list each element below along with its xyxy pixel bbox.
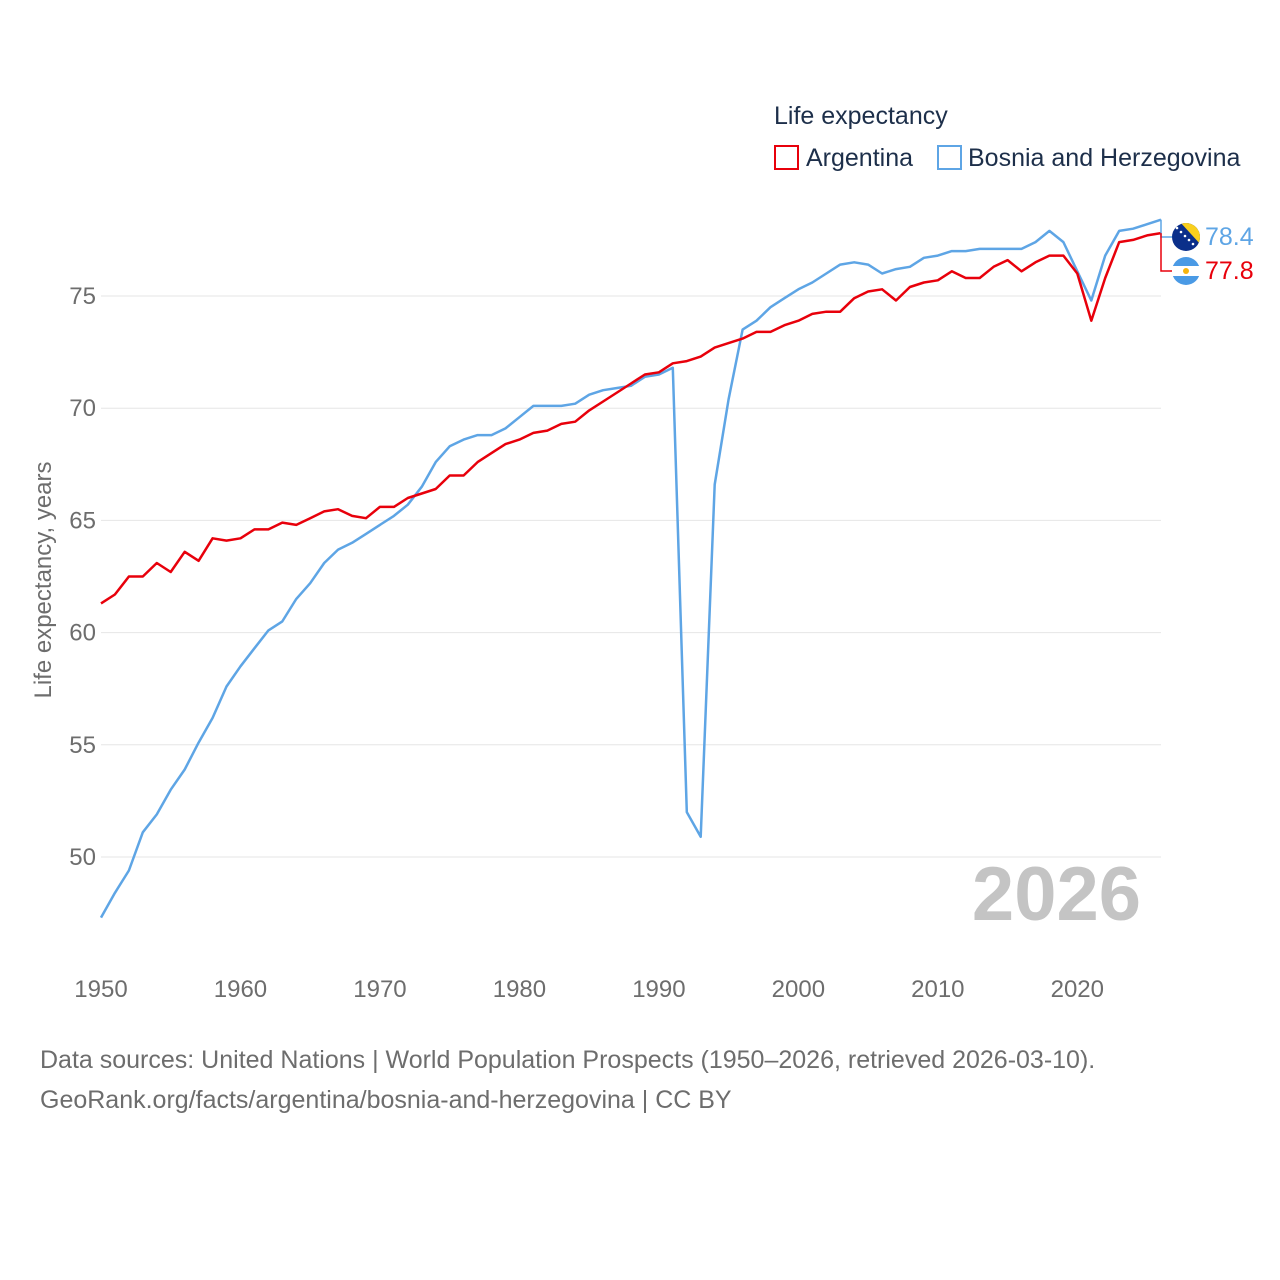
legend-title: Life expectancy (774, 102, 948, 130)
argentina-connector (1160, 233, 1172, 272)
series-line-argentina (100, 231, 1162, 605)
x-tick-label: 1960 (214, 976, 267, 1003)
x-tick-label: 2000 (772, 976, 825, 1003)
y-tick-label: 75 (69, 283, 96, 310)
x-axis-ticks: 1950 1960 1970 1980 1990 2000 2010 2020 (74, 976, 1104, 1003)
x-tick-label: 1970 (353, 976, 406, 1003)
legend-swatch-bosnia (937, 145, 962, 170)
legend-label-argentina: Argentina (806, 144, 913, 172)
x-tick-label: 2010 (911, 976, 964, 1003)
y-tick-label: 70 (69, 395, 96, 422)
end-markers: 78.4 77.8 (1160, 219, 1254, 285)
y-axis-ticks: 50 55 60 65 70 75 (69, 283, 96, 871)
series-line-bosnia-and-herzegovina (99, 218, 1162, 919)
x-tick-label: 1990 (632, 976, 685, 1003)
source-line-1: Data sources: United Nations | World Pop… (40, 1046, 1096, 1074)
life-expectancy-chart: 50 55 60 65 70 75 1950 1960 1970 1980 1990 2000 201… (30, 102, 1254, 1003)
y-tick-label: 50 (69, 844, 96, 871)
x-tick-label: 2020 (1051, 976, 1104, 1003)
series-lines (99, 218, 1162, 919)
bosnia-connector (1160, 219, 1172, 238)
y-tick-label: 60 (69, 620, 96, 647)
legend-label-bosnia: Bosnia and Herzegovina (968, 144, 1240, 172)
bosnia-flag-icon (1172, 223, 1200, 251)
grid-lines (101, 295, 1161, 858)
y-tick-label: 55 (69, 732, 96, 759)
argentina-flag-icon (1172, 257, 1200, 285)
y-axis-label: Life expectancy, years (30, 461, 57, 698)
source-note: Data sources: United Nations | World Pop… (40, 1040, 1260, 1120)
y-tick-label: 65 (69, 507, 96, 534)
x-tick-label: 1980 (493, 976, 546, 1003)
legend: Life expectancy Argentina Bosnia and Her… (774, 102, 1240, 172)
argentina-end-label: 77.8 (1205, 257, 1254, 285)
x-tick-label: 1950 (74, 976, 127, 1003)
bosnia-end-label: 78.4 (1205, 223, 1254, 251)
source-line-2[interactable]: GeoRank.org/facts/argentina/bosnia-and-h… (40, 1086, 732, 1114)
year-stamp: 2026 (972, 852, 1141, 937)
legend-swatch-argentina (774, 145, 799, 170)
